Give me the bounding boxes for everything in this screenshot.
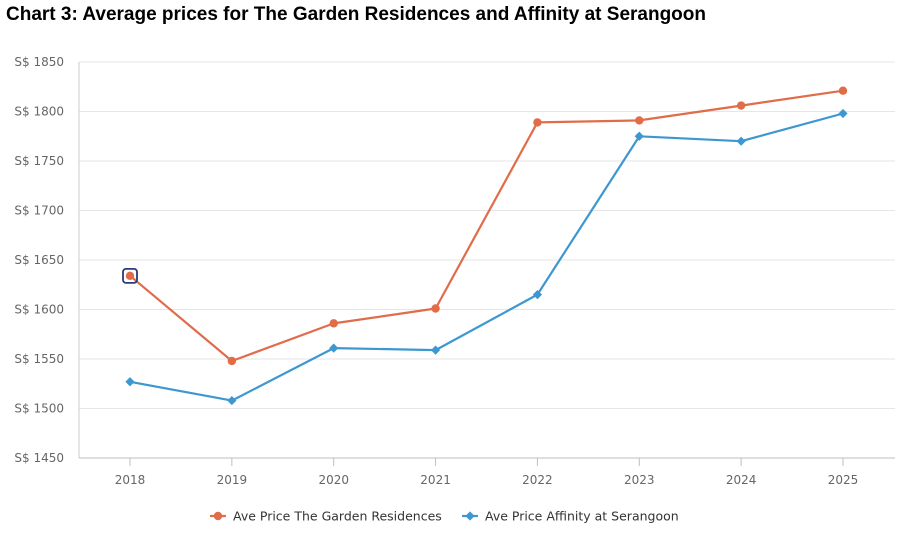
data-point[interactable]: [736, 136, 746, 146]
data-point[interactable]: [227, 356, 237, 366]
data-point[interactable]: [227, 395, 237, 406]
data-point[interactable]: [838, 86, 848, 95]
x-tick-label: 2022: [522, 473, 553, 487]
x-tick-label: 2020: [318, 473, 349, 487]
data-point[interactable]: [431, 304, 440, 313]
data-point[interactable]: [125, 377, 135, 387]
y-tick-label: S$ 1450: [14, 451, 64, 465]
data-point[interactable]: [533, 118, 542, 127]
x-tick-label: 2025: [828, 473, 859, 487]
x-tick-label: 2018: [115, 473, 146, 487]
y-tick-label: S$ 1550: [14, 352, 64, 366]
legend-item-2[interactable]: Ave Price Affinity at Serangoon: [485, 509, 679, 524]
data-point[interactable]: [329, 319, 338, 328]
data-point[interactable]: [736, 101, 746, 110]
data-point[interactable]: [125, 271, 135, 281]
x-tick-label: 2024: [726, 473, 757, 487]
data-point[interactable]: [329, 343, 339, 353]
y-tick-label: S$ 1800: [14, 105, 64, 119]
data-point[interactable]: [532, 290, 543, 300]
x-tick-label: 2021: [420, 473, 451, 487]
series-line-1: [129, 89, 844, 363]
y-tick-label: S$ 1500: [14, 402, 64, 416]
data-point[interactable]: [838, 108, 848, 119]
x-tick-label: 2019: [217, 473, 248, 487]
data-point[interactable]: [635, 116, 644, 125]
y-tick-label: S$ 1700: [14, 204, 64, 218]
series-line-2: [129, 112, 844, 402]
data-point[interactable]: [430, 345, 441, 355]
y-tick-label: S$ 1650: [14, 253, 64, 267]
y-tick-label: S$ 1850: [14, 55, 64, 69]
legend-marker: [213, 511, 223, 521]
legend-marker: [465, 511, 475, 521]
y-tick-label: S$ 1600: [14, 303, 64, 317]
data-point[interactable]: [634, 131, 644, 141]
x-tick-label: 2023: [624, 473, 655, 487]
y-tick-label: S$ 1750: [14, 154, 64, 168]
chart-title: Chart 3: Average prices for The Garden R…: [6, 4, 707, 25]
highlighted-point-marker: [122, 267, 138, 284]
legend-item-1[interactable]: Ave Price The Garden Residences: [233, 509, 442, 524]
